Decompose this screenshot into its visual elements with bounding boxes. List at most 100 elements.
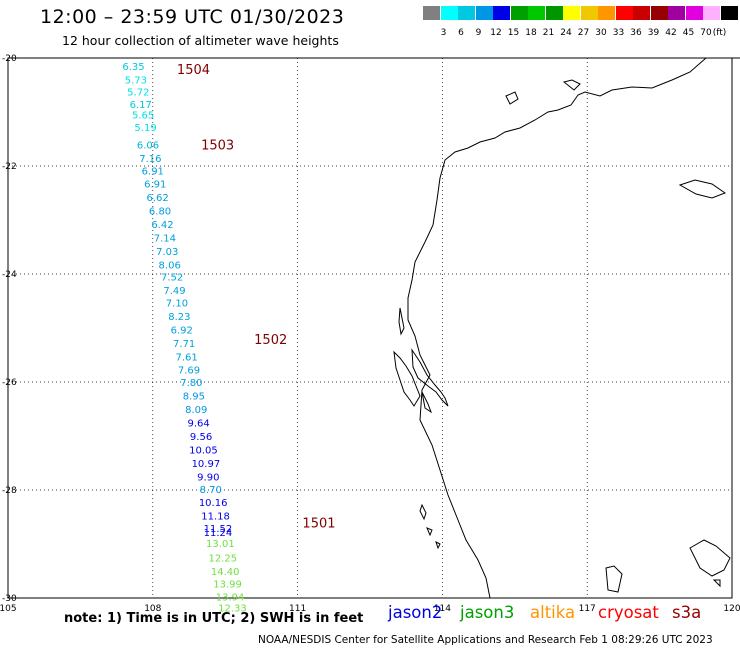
wave-height-value: 11.24 xyxy=(204,528,233,539)
wave-height-value: 9.56 xyxy=(190,432,212,443)
scale-swatch xyxy=(493,6,510,20)
scale-swatch xyxy=(650,6,668,20)
satellite-jason2: jason2 xyxy=(388,603,443,622)
wave-height-value: 11.18 xyxy=(201,511,230,522)
x-tick-label: 117 xyxy=(579,604,596,614)
wave-height-value: 6.91 xyxy=(142,166,164,177)
coastline-island-9 xyxy=(605,565,623,593)
y-tick-label: -22 xyxy=(2,162,17,172)
wave-height-value: 6.62 xyxy=(146,193,168,204)
wave-height-value: 7.16 xyxy=(139,154,161,165)
coastline-mainland xyxy=(407,57,740,599)
wave-height-value: 10.97 xyxy=(192,459,221,470)
scale-swatch xyxy=(720,6,738,20)
wave-height-value: 7.03 xyxy=(156,247,178,258)
wave-height-value: 7.61 xyxy=(175,353,197,364)
pass-time-label: 1504 xyxy=(177,63,210,78)
map-frame xyxy=(7,57,733,599)
altimeter-observations: 6.355.735.726.175.655.196.067.166.916.91… xyxy=(122,62,246,615)
scale-label: 42 xyxy=(665,28,677,38)
scale-label: 18 xyxy=(525,28,537,38)
wave-height-value: 12.25 xyxy=(208,554,237,565)
scale-label: 12 xyxy=(490,28,502,38)
scale-label: 24 xyxy=(560,28,572,38)
scale-label: 6 xyxy=(458,28,464,38)
scale-label: 36 xyxy=(630,28,642,38)
wave-height-value: 9.64 xyxy=(188,419,210,430)
map-title: 12:00 – 23:59 UTC 01/30/2023 xyxy=(40,6,345,28)
coastline-island-5 xyxy=(426,527,433,537)
coastline-island-8 xyxy=(689,539,731,577)
wave-height-value: 5.65 xyxy=(132,111,154,122)
scale-swatch xyxy=(510,6,528,20)
scale-swatch xyxy=(580,6,598,20)
map-subtitle: 12 hour collection of altimeter wave hei… xyxy=(62,33,339,48)
scale-swatch xyxy=(563,6,580,20)
wave-height-value: 14.40 xyxy=(211,567,240,578)
wave-height-value: 6.35 xyxy=(122,62,144,73)
wave-height-value: 13.01 xyxy=(206,539,235,550)
coastline xyxy=(393,57,740,599)
wave-height-value: 11.52 xyxy=(204,524,233,535)
y-tick-label: -30 xyxy=(2,594,17,604)
coastline-island-4 xyxy=(419,503,427,521)
scale-swatch xyxy=(440,6,458,20)
scale-label: 45 xyxy=(682,28,695,38)
scale-swatch xyxy=(458,6,475,20)
scale-label: 15 xyxy=(507,28,520,38)
y-tick-label: -28 xyxy=(2,486,17,496)
wave-height-value: 13.99 xyxy=(213,579,242,590)
wave-height-value: 7.49 xyxy=(163,286,185,297)
wave-height-value: 12.33 xyxy=(218,604,247,615)
wave-height-value: 8.95 xyxy=(183,392,205,403)
axis-tick-labels: 105 108 111 114 117 120 -20 -22 -24 -26 -28 -30 xyxy=(0,54,740,614)
scale-swatch xyxy=(615,6,633,20)
scale-swatch xyxy=(598,6,615,20)
scale-swatch xyxy=(528,6,545,20)
coastline-island-1 xyxy=(398,307,405,336)
scale-label: 3 xyxy=(440,28,447,38)
scale-label: 39 xyxy=(647,28,660,38)
wave-height-value: 7.69 xyxy=(178,366,200,377)
satellite-cryosat: cryosat xyxy=(598,603,659,622)
x-tick-label: 114 xyxy=(434,604,451,614)
wave-height-value: 7.52 xyxy=(161,273,183,284)
x-tick-label: 108 xyxy=(144,604,161,614)
wave-height-value: 6.80 xyxy=(149,206,171,217)
scale-label: 9 xyxy=(475,28,482,38)
coastline-island-7 xyxy=(678,179,727,199)
wave-height-value: 8.23 xyxy=(168,312,190,323)
wave-height-value: 7.14 xyxy=(154,233,176,244)
scale-swatch xyxy=(423,6,440,20)
wave-height-value: 8.06 xyxy=(159,260,181,271)
y-tick-label: -20 xyxy=(2,54,17,64)
wave-height-value: 6.42 xyxy=(151,220,173,231)
satellite-s3a: s3a xyxy=(672,603,702,622)
scale-label: 33 xyxy=(612,28,625,38)
wave-height-value: 9.90 xyxy=(197,473,219,484)
wave-height-value: 5.19 xyxy=(134,123,156,134)
pass-time-labels: 1504 1503 1502 1501 xyxy=(177,63,336,532)
scale-unit: (ft) xyxy=(712,28,727,38)
coastline-peninsula xyxy=(411,348,449,407)
scale-swatch xyxy=(633,6,650,20)
scale-label: 27 xyxy=(577,28,590,38)
footer-note: note: 1) Time is in UTC; 2) SWH is in fe… xyxy=(64,611,364,626)
coastline-shark-bay xyxy=(393,350,433,414)
coastline-island-3 xyxy=(562,79,581,91)
x-tick-label: 105 xyxy=(0,604,17,614)
coastline-island-2 xyxy=(505,91,519,105)
wave-height-value: 6.92 xyxy=(171,326,193,337)
coastline-island-10 xyxy=(712,579,721,588)
wave-height-value: 5.72 xyxy=(127,87,149,98)
pass-time-label: 1502 xyxy=(254,333,287,348)
scale-swatch xyxy=(475,6,493,20)
pass-time-label: 1501 xyxy=(302,516,335,531)
wave-height-value: 6.91 xyxy=(144,179,166,190)
wave-height-value: 10.05 xyxy=(189,446,218,457)
wave-height-value: 8.09 xyxy=(185,405,207,416)
scale-label: 30 xyxy=(595,28,607,38)
coastline-island-6 xyxy=(435,541,441,550)
wave-height-value: 7.80 xyxy=(180,378,202,389)
